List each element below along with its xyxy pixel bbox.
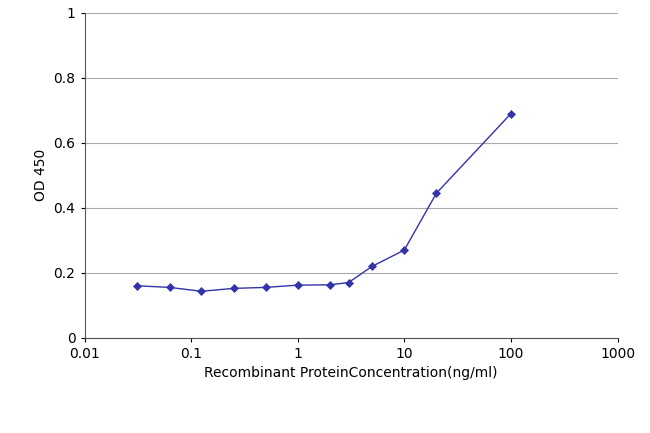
X-axis label: Recombinant ProteinConcentration(ng/ml): Recombinant ProteinConcentration(ng/ml): [204, 366, 498, 380]
Y-axis label: OD 450: OD 450: [34, 149, 48, 201]
